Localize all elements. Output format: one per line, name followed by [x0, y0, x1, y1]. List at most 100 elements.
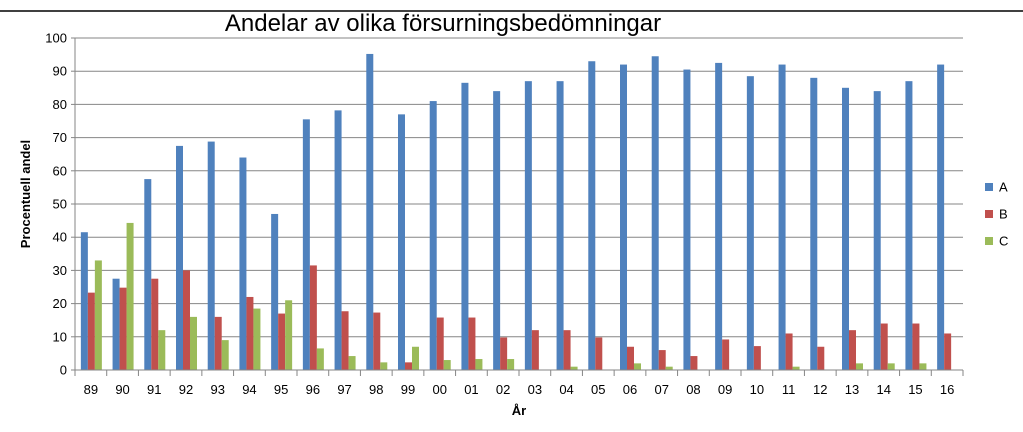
x-tick-labels: 89 90 91 92 93 94 95 96 97 98 99 00 01 02 03 04 05 06 07 08… — [74, 370, 964, 397]
bar-B-92 — [183, 270, 190, 370]
bar-A-99 — [398, 114, 405, 370]
bar-A-13 — [842, 87, 849, 371]
x-tick-label: 99 — [401, 382, 415, 397]
legend-swatch-A — [985, 183, 993, 191]
bar-A-92 — [176, 145, 183, 370]
bar-A-91 — [144, 179, 152, 370]
x-tick-label: 14 — [876, 382, 890, 397]
x-tick-label: 95 — [274, 382, 288, 397]
bar-A-90 — [112, 278, 120, 370]
y-tick-label: 0 — [60, 363, 67, 378]
bar-A-15 — [905, 81, 913, 370]
bar-B-07 — [658, 350, 666, 370]
bar-B-10 — [753, 346, 761, 370]
legend-label-B: B — [999, 207, 1008, 222]
bar-B-16 — [944, 333, 952, 370]
y-tick-label: 20 — [53, 296, 67, 311]
bar-B-01 — [468, 317, 476, 370]
bar-C-95 — [285, 300, 293, 370]
bar-A-09 — [715, 62, 723, 371]
x-tick-label: 10 — [750, 382, 764, 397]
x-tick-label: 13 — [845, 382, 859, 397]
legend-label-C: C — [999, 234, 1008, 249]
x-tick-label: 94 — [242, 382, 256, 397]
y-tick-label: 70 — [53, 130, 67, 145]
x-tick-label: 93 — [210, 382, 224, 397]
bar-C-98 — [380, 362, 388, 370]
bar-B-12 — [817, 346, 825, 370]
y-tick-label: 10 — [53, 329, 67, 344]
bar-C-04 — [570, 366, 578, 370]
x-tick-label: 00 — [432, 382, 446, 397]
gridlines — [75, 37, 963, 338]
bar-A-02 — [493, 91, 501, 371]
bar-C-89 — [94, 260, 102, 370]
bar-B-00 — [436, 317, 444, 370]
y-tick-label: 80 — [53, 97, 67, 112]
x-tick-label: 05 — [591, 382, 605, 397]
bar-B-91 — [151, 278, 159, 370]
bar-A-12 — [810, 77, 818, 370]
bar-C-01 — [475, 359, 483, 370]
x-tick-label: 08 — [686, 382, 700, 397]
x-tick-label: 98 — [369, 382, 383, 397]
x-tick-label: 97 — [337, 382, 351, 397]
bar-C-91 — [158, 330, 166, 370]
bar-C-90 — [126, 222, 134, 370]
y-tick-label: 90 — [53, 64, 67, 79]
y-tick-label: 50 — [53, 197, 67, 212]
bar-B-06 — [627, 346, 634, 370]
bar-A-10 — [746, 76, 754, 371]
bar-C-94 — [253, 308, 261, 370]
bar-A-93 — [207, 141, 215, 370]
bar-C-07 — [665, 366, 673, 370]
x-axis-label: År — [512, 403, 526, 418]
bar-C-13 — [856, 363, 863, 370]
bar-A-14 — [873, 91, 881, 371]
bar-A-98 — [366, 53, 374, 370]
bar-B-04 — [563, 330, 571, 370]
bar-C-00 — [443, 360, 451, 370]
bar-B-09 — [722, 339, 730, 370]
bar-B-95 — [278, 313, 286, 370]
bar-A-16 — [937, 64, 945, 370]
y-axis-label: Procentuell andel — [18, 140, 33, 248]
x-tick-label: 11 — [782, 382, 796, 397]
bar-C-14 — [887, 363, 895, 370]
x-tick-label: 04 — [559, 382, 573, 397]
bar-A-05 — [588, 61, 596, 371]
legend-swatch-C — [985, 237, 993, 245]
bar-A-01 — [461, 82, 469, 370]
bar-A-97 — [334, 110, 342, 370]
x-tick-label: 96 — [306, 382, 320, 397]
bar-A-06 — [620, 64, 627, 370]
bar-B-15 — [912, 323, 920, 370]
x-tick-label: 16 — [940, 382, 954, 397]
x-tick-label: 92 — [179, 382, 193, 397]
x-tick-label: 09 — [718, 382, 732, 397]
bar-A-94 — [239, 157, 247, 370]
y-tick-label: 40 — [53, 230, 67, 245]
bar-B-89 — [87, 292, 95, 370]
bar-B-97 — [341, 311, 349, 370]
bar-B-08 — [690, 356, 698, 370]
bar-B-94 — [246, 296, 254, 370]
bar-C-99 — [412, 346, 419, 370]
y-tick-label: 60 — [53, 163, 67, 178]
x-tick-label: 02 — [496, 382, 510, 397]
bar-A-03 — [524, 81, 532, 370]
legend-swatch-B — [985, 210, 993, 218]
bar-A-07 — [651, 56, 659, 370]
bar-B-05 — [595, 337, 603, 370]
bar-C-06 — [634, 363, 641, 370]
bars — [80, 53, 952, 371]
bar-A-11 — [778, 64, 786, 370]
bar-A-95 — [271, 213, 279, 370]
bar-B-14 — [880, 323, 888, 370]
bar-C-92 — [190, 316, 197, 370]
bar-B-99 — [405, 362, 412, 370]
bar-B-90 — [119, 287, 127, 370]
bar-A-96 — [302, 119, 310, 370]
